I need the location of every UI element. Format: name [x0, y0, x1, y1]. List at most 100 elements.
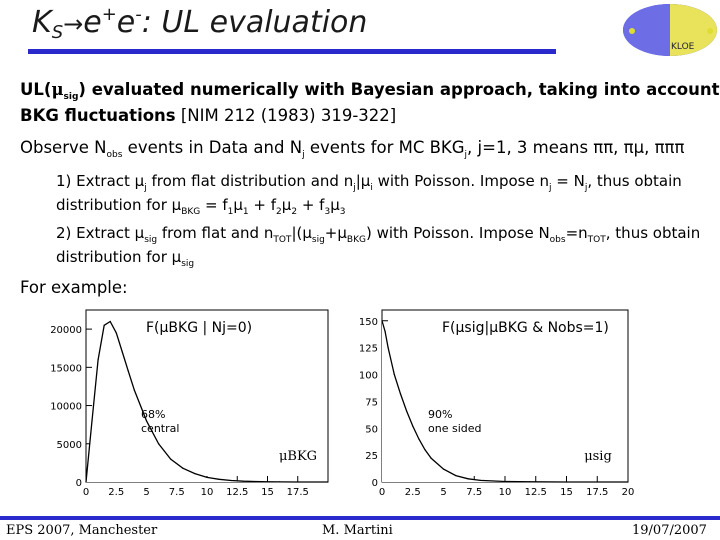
- annotation-line-2: central: [141, 422, 179, 435]
- data-point: [424, 449, 426, 451]
- plot-sig-svg: 0 2.5 5 7.5 10 12.5 15 17.5 20 0 25 50 75 100 125 150 F(…: [360, 309, 635, 498]
- x-tick-label: 2.5: [108, 487, 124, 498]
- x-tick-label: 12.5: [226, 487, 248, 498]
- footer-date: 19/07/2007: [632, 523, 707, 538]
- x-tick-label: 12.5: [525, 487, 547, 498]
- data-point: [218, 478, 220, 480]
- y-tick-label: 150: [360, 317, 378, 328]
- step2-line2: distribution for μsig: [56, 248, 195, 269]
- data-point: [109, 320, 111, 323]
- data-point: [479, 479, 481, 481]
- data-point: [455, 474, 457, 477]
- y-tick-label: 10000: [50, 402, 82, 413]
- y-tick-label: 0: [76, 478, 82, 489]
- plot-bkg-distribution: 0 2.5 5 7.5 10 12.5 15 17.5 0 5000 10000 15000 20000…: [40, 306, 340, 502]
- x-tick-label: 10: [201, 487, 214, 498]
- data-point: [115, 332, 117, 334]
- example-label: For example:: [20, 278, 128, 297]
- data-point: [406, 410, 408, 412]
- x-tick-label: 20: [622, 487, 635, 498]
- y-tick-label: 0: [372, 478, 378, 489]
- data-point: [103, 324, 105, 326]
- data-point: [442, 468, 445, 470]
- data-point: [467, 478, 469, 480]
- y-tick-label: 75: [365, 397, 378, 408]
- paragraph-line-2: BKG fluctuations [NIM 212 (1983) 319-322…: [20, 106, 397, 125]
- plot-bkg-svg: 0 2.5 5 7.5 10 12.5 15 17.5 0 5000 10000 15000 20000…: [50, 309, 329, 498]
- step2-line1: 2) Extract μsig from flat and nTOT|(μsig…: [56, 224, 701, 245]
- data-point: [133, 389, 135, 391]
- data-point: [182, 467, 184, 469]
- data-point: [627, 481, 629, 483]
- data-point: [242, 480, 244, 482]
- distribution-curve: [381, 320, 628, 483]
- plot-title: F(μsig|μBKG & Nobs=1): [442, 320, 609, 336]
- logo-label: KLOE: [671, 42, 695, 52]
- x-tick-label: 15: [261, 487, 274, 498]
- data-point: [504, 480, 506, 483]
- data-point: [327, 481, 329, 483]
- data-point: [399, 393, 402, 395]
- data-point: [230, 479, 232, 482]
- y-tick-label: 100: [360, 371, 378, 382]
- paragraph-line-3: Observe Nobs events in Data and Nj event…: [20, 138, 685, 160]
- data-point: [158, 443, 160, 445]
- data-point: [254, 480, 256, 483]
- x-tick-label: 15: [560, 487, 573, 498]
- paragraph-line-1: UL(μsig) evaluated numerically with Baye…: [20, 80, 720, 102]
- y-tick-label: 15000: [50, 363, 82, 374]
- data-point: [297, 481, 299, 483]
- curve-area: [86, 321, 328, 482]
- data-point: [121, 351, 123, 353]
- x-tick-label: 7.5: [169, 487, 185, 498]
- data-point: [206, 476, 208, 479]
- footer-rule: [0, 516, 720, 520]
- footer-event: EPS 2007, Manchester: [6, 523, 158, 538]
- x-tick-label: 7.5: [466, 487, 482, 498]
- data-point: [145, 420, 148, 422]
- data-point: [418, 438, 420, 440]
- step1-line2: distribution for μBKG = f1μ1 + f2μ2 + f3…: [56, 196, 346, 217]
- data-point: [393, 373, 395, 376]
- y-tick-label: 25: [365, 451, 378, 462]
- data-point: [529, 481, 531, 483]
- annotation-line-2: one sided: [428, 422, 482, 435]
- data-point: [85, 481, 87, 483]
- x-tick-label: 2.5: [405, 487, 421, 498]
- annotation-line-1: 90%: [428, 408, 452, 421]
- data-point: [430, 457, 432, 459]
- data-point: [387, 347, 389, 349]
- title-underline: [28, 49, 556, 54]
- y-tick-label: 50: [365, 424, 378, 435]
- data-point: [91, 420, 93, 422]
- x-tick-label: 5: [440, 487, 446, 498]
- data-point: [266, 481, 269, 483]
- x-axis-label: μBKG: [279, 449, 317, 464]
- data-point: [97, 359, 99, 361]
- data-point: [565, 481, 568, 483]
- x-tick-label: 17.5: [586, 487, 608, 498]
- x-tick-label: 17.5: [287, 487, 309, 498]
- y-tick-label: 5000: [57, 440, 82, 451]
- data-point: [127, 370, 129, 372]
- data-point: [384, 330, 386, 333]
- annotation-line-1: 68%: [141, 408, 165, 421]
- step1-line1: 1) Extract μj from flat distribution and…: [56, 172, 682, 193]
- x-tick-label: 0: [83, 487, 89, 498]
- x-axis-label: μsig: [584, 449, 612, 464]
- y-tick-label: 125: [360, 344, 378, 355]
- y-tick-label: 20000: [50, 325, 82, 336]
- data-point: [279, 481, 281, 483]
- data-point: [170, 458, 172, 460]
- curve-area: [382, 320, 628, 482]
- x-tick-label: 10: [499, 487, 512, 498]
- x-tick-label: 0: [379, 487, 385, 498]
- plot-sig-distribution: 0 2.5 5 7.5 10 12.5 15 17.5 20 0 25 50 75 100 125 150 F(…: [360, 306, 640, 502]
- footer-author: M. Martini: [322, 523, 393, 538]
- data-point: [381, 320, 383, 322]
- data-point: [412, 425, 414, 427]
- plot-title: F(μBKG | Nj=0): [146, 320, 252, 336]
- slide-title: KS→e+e-: UL evaluation: [32, 4, 368, 43]
- kloe-logo: KLOE: [623, 4, 717, 56]
- data-point: [194, 472, 196, 475]
